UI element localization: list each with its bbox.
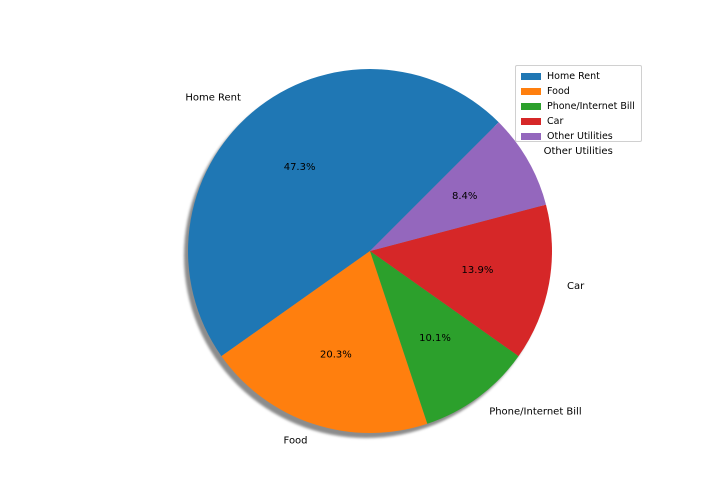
slice-percent-phone-internet-bill: 10.1% <box>419 333 451 344</box>
slice-label-food: Food <box>284 436 308 447</box>
legend-swatch-car <box>521 118 541 125</box>
legend-entry-home-rent: Home Rent <box>521 69 641 84</box>
legend-label-food: Food <box>547 86 570 97</box>
legend-swatch-phone-internet-bill <box>521 103 541 110</box>
legend-entry-food: Food <box>521 84 641 99</box>
slice-percent-other-utilities: 8.4% <box>452 191 477 202</box>
slice-percent-food: 20.3% <box>320 349 352 360</box>
slice-label-phone-internet-bill: Phone/Internet Bill <box>489 406 581 417</box>
legend-entry-car: Car <box>521 114 641 129</box>
slice-label-car: Car <box>567 281 585 292</box>
legend: Home Rent Food Phone/Internet Bill Car O… <box>515 65 642 142</box>
legend-label-car: Car <box>547 116 563 127</box>
legend-swatch-food <box>521 88 541 95</box>
slice-label-other-utilities: Other Utilities <box>544 146 613 157</box>
pie-slices <box>188 69 552 433</box>
legend-label-phone-internet-bill: Phone/Internet Bill <box>547 101 635 112</box>
legend-entry-phone-internet-bill: Phone/Internet Bill <box>521 99 641 114</box>
legend-swatch-other-utilities <box>521 133 541 140</box>
legend-swatch-home-rent <box>521 73 541 80</box>
legend-label-other-utilities: Other Utilities <box>547 131 613 142</box>
legend-label-home-rent: Home Rent <box>547 71 600 82</box>
legend-entry-other-utilities: Other Utilities <box>521 129 641 144</box>
slice-label-home-rent: Home Rent <box>185 92 241 103</box>
slice-percent-home-rent: 47.3% <box>284 162 316 173</box>
slice-percent-car: 13.9% <box>462 265 494 276</box>
